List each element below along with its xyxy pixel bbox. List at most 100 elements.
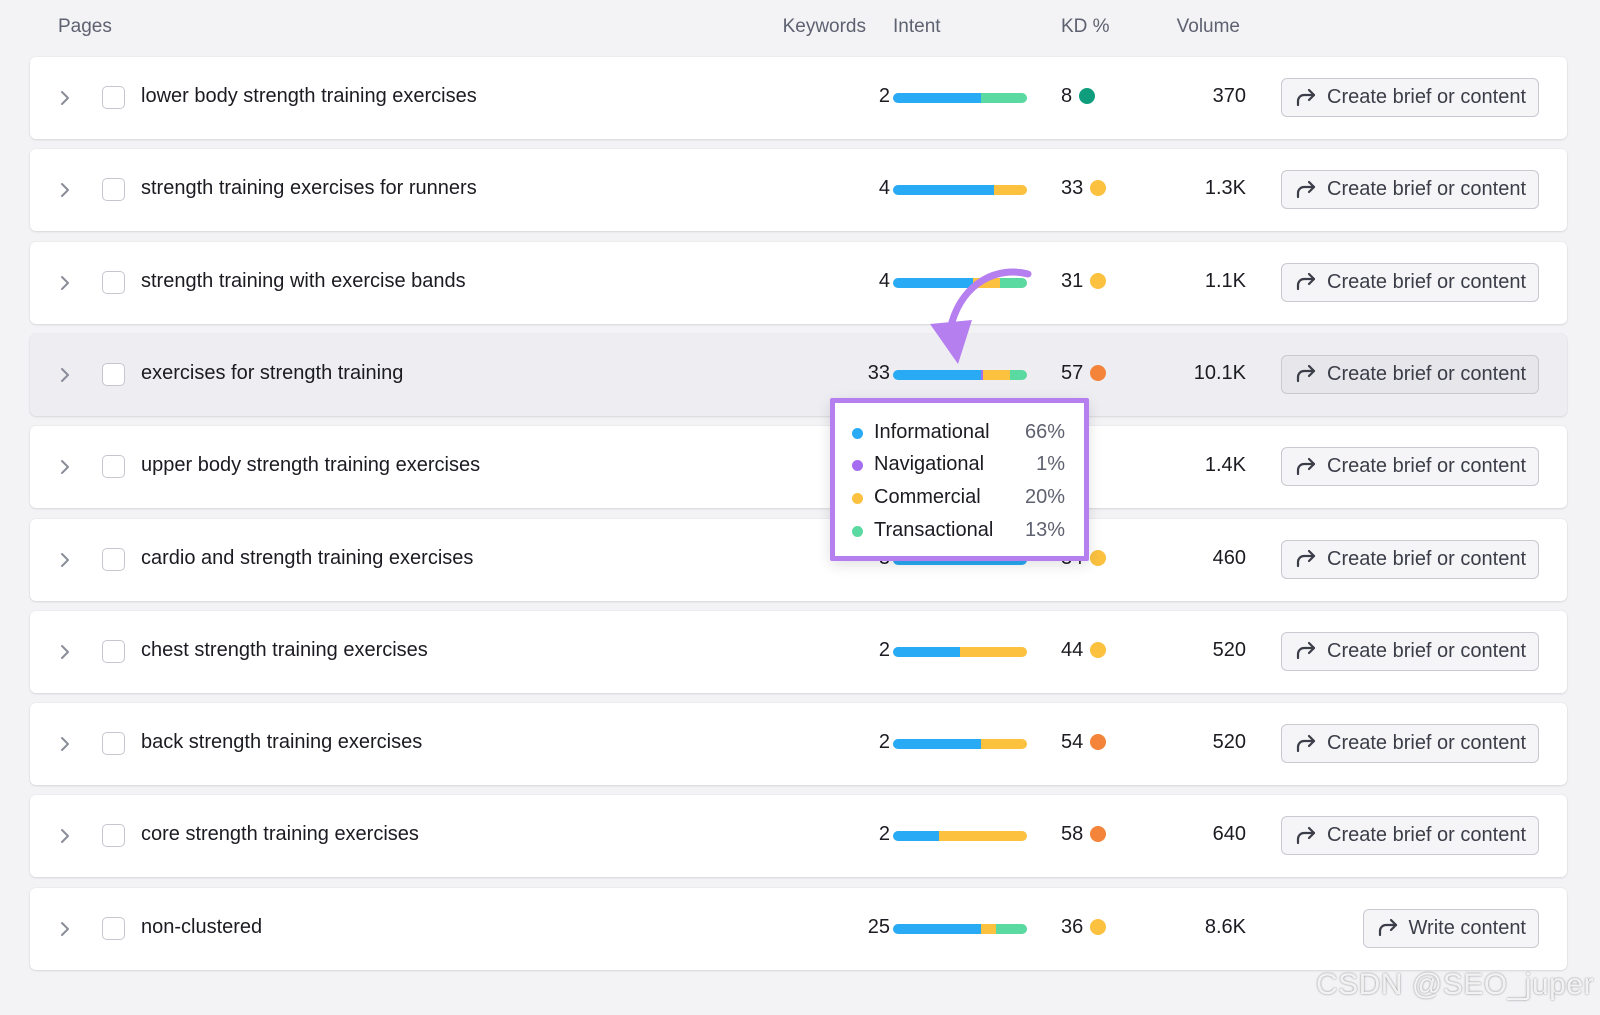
row-checkbox[interactable] bbox=[102, 547, 125, 571]
intent-bar[interactable] bbox=[893, 923, 1027, 934]
expand-chevron-icon[interactable] bbox=[54, 549, 76, 571]
kd-dot-icon bbox=[1090, 364, 1107, 381]
column-header-volume[interactable]: Volume bbox=[1176, 16, 1240, 37]
kd-dot-icon bbox=[1090, 549, 1107, 566]
table-row[interactable]: strength training exercises for runners … bbox=[30, 149, 1567, 232]
button-label: Create brief or content bbox=[1327, 178, 1526, 201]
kd-dot-icon bbox=[1079, 88, 1096, 104]
expand-chevron-icon[interactable] bbox=[54, 918, 76, 940]
column-header-keywords[interactable]: Keywords bbox=[782, 16, 866, 37]
kd-number: 8 bbox=[1061, 85, 1073, 107]
expand-chevron-icon[interactable] bbox=[54, 456, 76, 478]
table-row[interactable]: exercises for strength training 33 57 10… bbox=[30, 333, 1567, 416]
tooltip-percent: 20% bbox=[1024, 486, 1065, 508]
volume-value: 520 bbox=[1212, 638, 1246, 661]
intent-bar[interactable] bbox=[893, 739, 1027, 750]
row-checkbox[interactable] bbox=[102, 270, 125, 294]
keywords-count: 4 bbox=[878, 177, 890, 200]
kd-value: 58 bbox=[1061, 823, 1107, 846]
intent-segment-informational bbox=[893, 831, 939, 842]
kd-value: 44 bbox=[1061, 638, 1107, 662]
button-label: Create brief or content bbox=[1327, 639, 1526, 662]
expand-chevron-icon[interactable] bbox=[54, 825, 76, 847]
kd-number: 31 bbox=[1061, 269, 1084, 292]
intent-segment-commercial bbox=[981, 923, 997, 934]
row-checkbox[interactable] bbox=[102, 916, 125, 940]
kd-value: 57 bbox=[1061, 362, 1107, 385]
tooltip-percent: 1% bbox=[1036, 453, 1065, 475]
row-checkbox[interactable] bbox=[102, 639, 125, 663]
row-checkbox[interactable] bbox=[102, 824, 125, 848]
share-arrow-icon bbox=[1294, 732, 1327, 756]
intent-segment-navigational bbox=[981, 369, 983, 380]
column-header-pages[interactable]: Pages bbox=[58, 16, 112, 37]
create-brief-button[interactable]: Create brief or content bbox=[1281, 170, 1539, 210]
table-row[interactable]: lower body strength training exercises 2… bbox=[30, 57, 1567, 139]
kd-number: 58 bbox=[1061, 823, 1084, 846]
intent-bar[interactable] bbox=[893, 646, 1027, 657]
tooltip-row-navigational: Navigational 1% bbox=[852, 451, 1065, 479]
tooltip-label: Transactional bbox=[874, 519, 994, 541]
button-label: Create brief or content bbox=[1327, 86, 1526, 108]
row-checkbox[interactable] bbox=[102, 86, 125, 109]
row-checkbox[interactable] bbox=[102, 455, 125, 479]
create-brief-button[interactable]: Create brief or content bbox=[1281, 539, 1539, 579]
intent-segment-commercial bbox=[960, 646, 1027, 657]
table-row[interactable]: upper body strength training exercises 1… bbox=[30, 426, 1567, 509]
kd-dot-icon bbox=[1090, 918, 1107, 935]
table-row[interactable]: non-clustered 25 36 8.6K Write content bbox=[30, 887, 1567, 970]
expand-chevron-icon[interactable] bbox=[54, 87, 76, 109]
table-row[interactable]: chest strength training exercises 2 44 5… bbox=[30, 610, 1567, 693]
expand-chevron-icon[interactable] bbox=[54, 641, 76, 663]
table-row[interactable]: core strength training exercises 2 58 64… bbox=[30, 795, 1567, 878]
create-brief-button[interactable]: Create brief or content bbox=[1281, 447, 1539, 487]
share-arrow-icon bbox=[1294, 362, 1327, 386]
column-header-intent[interactable]: Intent bbox=[893, 16, 941, 37]
intent-bar[interactable] bbox=[893, 277, 1027, 288]
kd-value: 31 bbox=[1061, 269, 1107, 293]
keywords-count: 2 bbox=[878, 85, 890, 107]
expand-chevron-icon[interactable] bbox=[54, 733, 76, 755]
intent-bar[interactable] bbox=[893, 185, 1027, 196]
tooltip-label: Navigational bbox=[874, 453, 985, 475]
column-header-kd[interactable]: KD % bbox=[1061, 16, 1110, 37]
keywords-count: 25 bbox=[867, 915, 890, 938]
page-title: core strength training exercises bbox=[141, 823, 419, 846]
volume-value: 640 bbox=[1212, 823, 1246, 846]
button-label: Create brief or content bbox=[1327, 455, 1526, 478]
volume-value: 1.3K bbox=[1204, 177, 1246, 200]
intent-segment-informational bbox=[893, 369, 982, 380]
intent-bar[interactable] bbox=[893, 93, 1027, 103]
create-brief-button[interactable]: Create brief or content bbox=[1281, 816, 1539, 856]
intent-bar[interactable] bbox=[893, 369, 1027, 380]
kd-dot-icon bbox=[1090, 734, 1107, 751]
row-checkbox[interactable] bbox=[102, 178, 125, 202]
create-brief-button[interactable]: Create brief or content bbox=[1281, 354, 1539, 394]
create-brief-button[interactable]: Create brief or content bbox=[1281, 724, 1539, 764]
table-row[interactable]: strength training with exercise bands 4 … bbox=[30, 241, 1567, 324]
table-row[interactable]: cardio and strength training exercises 3… bbox=[30, 518, 1567, 601]
page-title: chest strength training exercises bbox=[141, 638, 428, 661]
create-brief-button[interactable]: Create brief or content bbox=[1281, 262, 1539, 302]
expand-chevron-icon[interactable] bbox=[54, 272, 76, 294]
kd-dot-icon bbox=[1090, 180, 1107, 197]
table-row[interactable]: back strength training exercises 2 54 52… bbox=[30, 703, 1567, 786]
page-title: lower body strength training exercises bbox=[141, 85, 477, 107]
keywords-count: 4 bbox=[878, 269, 890, 292]
intent-bar[interactable] bbox=[893, 831, 1027, 842]
intent-segment-transactional bbox=[1000, 277, 1027, 288]
tooltip-label: Commercial bbox=[874, 486, 981, 508]
button-label: Create brief or content bbox=[1327, 270, 1526, 293]
create-brief-button[interactable]: Create brief or content bbox=[1281, 631, 1539, 671]
expand-chevron-icon[interactable] bbox=[54, 364, 76, 386]
kd-number: 44 bbox=[1061, 638, 1084, 661]
kd-value: 54 bbox=[1061, 731, 1107, 754]
intent-tooltip: Informational 66% Navigational 1% Commer… bbox=[830, 398, 1089, 561]
write-content-button[interactable]: Write content bbox=[1362, 908, 1539, 948]
button-label: Create brief or content bbox=[1327, 732, 1526, 755]
expand-chevron-icon[interactable] bbox=[54, 179, 76, 201]
row-checkbox[interactable] bbox=[102, 732, 125, 756]
row-checkbox[interactable] bbox=[102, 362, 125, 386]
share-arrow-icon bbox=[1294, 270, 1327, 294]
create-brief-button[interactable]: Create brief or content bbox=[1281, 78, 1539, 117]
